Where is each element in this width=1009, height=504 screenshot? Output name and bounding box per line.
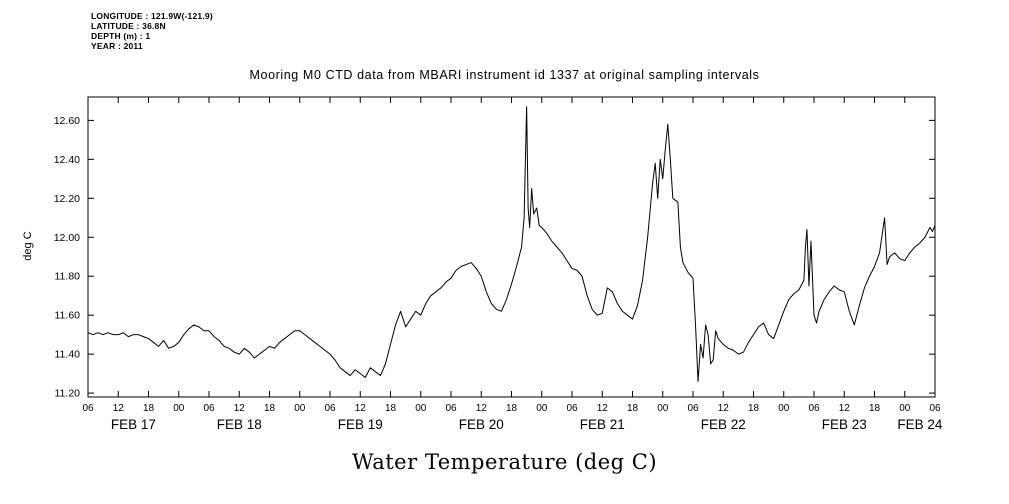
y-tick-label: 12.00 xyxy=(54,232,80,244)
x-date-label: FEB 20 xyxy=(459,417,504,432)
x-tick-label: 18 xyxy=(869,403,881,414)
x-tick-label: 18 xyxy=(264,403,276,414)
x-date-label: FEB 18 xyxy=(217,417,262,432)
x-tick-label: 18 xyxy=(748,403,760,414)
y-tick-label: 12.60 xyxy=(54,115,80,127)
x-tick-label: 00 xyxy=(415,403,427,414)
y-tick-label: 11.80 xyxy=(55,271,81,283)
y-tick-label: 12.40 xyxy=(54,154,80,166)
x-date-label: FEB 19 xyxy=(338,417,383,432)
x-tick-label: 00 xyxy=(536,403,548,414)
x-tick-label: 18 xyxy=(385,403,397,414)
x-date-label: FEB 23 xyxy=(822,417,867,432)
x-tick-label: 06 xyxy=(203,403,215,414)
x-tick-label: 12 xyxy=(476,403,488,414)
meta-depth: DEPTH (m) : 1 xyxy=(91,31,151,41)
x-tick-label: 06 xyxy=(808,403,820,414)
x-tick-label: 00 xyxy=(657,403,669,414)
x-tick-label: 06 xyxy=(324,403,336,414)
x-date-label: FEB 22 xyxy=(701,417,746,432)
x-tick-label: 00 xyxy=(294,403,306,414)
x-tick-label: 12 xyxy=(355,403,367,414)
x-date-label: FEB 17 xyxy=(111,417,156,432)
x-tick-label: 18 xyxy=(143,403,155,414)
x-tick-label: 12 xyxy=(234,403,246,414)
x-tick-label: 12 xyxy=(839,403,851,414)
y-tick-label: 12.20 xyxy=(54,193,80,205)
x-tick-label: 18 xyxy=(506,403,518,414)
y-tick-label: 11.40 xyxy=(55,349,81,361)
x-tick-label: 06 xyxy=(445,403,457,414)
y-tick-label: 11.20 xyxy=(55,388,81,400)
x-tick-label: 00 xyxy=(173,403,185,414)
x-date-label: FEB 24 xyxy=(897,417,943,432)
meta-longitude: LONGITUDE : 121.9W(-121.9) xyxy=(91,11,213,21)
x-tick-label: 00 xyxy=(778,403,790,414)
x-tick-label: 12 xyxy=(113,403,125,414)
meta-year: YEAR : 2011 xyxy=(91,41,143,51)
x-tick-label: 06 xyxy=(566,403,578,414)
x-tick-label: 06 xyxy=(82,403,94,414)
chart-caption: Water Temperature (deg C) xyxy=(351,450,658,474)
metadata-block: LONGITUDE : 121.9W(-121.9) LATITUDE : 36… xyxy=(91,11,213,51)
chart-title: Mooring M0 CTD data from MBARI instrumen… xyxy=(249,68,760,82)
x-tick-label: 18 xyxy=(627,403,639,414)
y-tick-label: 11.60 xyxy=(55,310,81,322)
x-tick-label: 00 xyxy=(899,403,911,414)
meta-latitude: LATITUDE : 36.8N xyxy=(91,21,166,31)
temperature-series-line xyxy=(87,106,936,382)
x-tick-label: 12 xyxy=(718,403,730,414)
x-tick-label: 06 xyxy=(687,403,699,414)
x-date-label: FEB 21 xyxy=(580,417,625,432)
x-tick-label: 12 xyxy=(597,403,609,414)
x-tick-label: 06 xyxy=(929,403,941,414)
